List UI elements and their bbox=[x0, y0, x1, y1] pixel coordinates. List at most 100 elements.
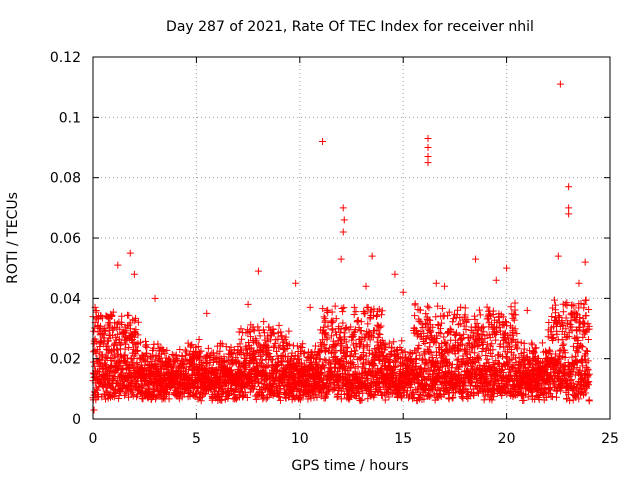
data-point bbox=[546, 348, 554, 356]
data-point bbox=[325, 356, 333, 364]
data-point bbox=[125, 321, 133, 329]
outlier-point bbox=[399, 288, 407, 296]
data-point bbox=[507, 303, 515, 311]
data-point bbox=[156, 354, 164, 362]
data-point bbox=[172, 386, 180, 394]
data-point bbox=[520, 345, 528, 353]
data-point bbox=[105, 323, 113, 331]
data-point bbox=[326, 360, 334, 368]
data-point bbox=[154, 340, 162, 348]
data-point bbox=[555, 368, 563, 376]
x-tick-label: 0 bbox=[89, 431, 98, 447]
data-point bbox=[102, 387, 110, 395]
data-point bbox=[327, 332, 335, 340]
data-point bbox=[251, 383, 259, 391]
data-point bbox=[496, 327, 504, 335]
data-point bbox=[473, 319, 481, 327]
data-point bbox=[222, 343, 230, 351]
data-point bbox=[114, 346, 122, 354]
data-point bbox=[334, 393, 342, 401]
data-point bbox=[569, 379, 577, 387]
data-point bbox=[253, 339, 261, 347]
data-point bbox=[568, 301, 576, 309]
outlier-point bbox=[339, 204, 347, 212]
chart-title: Day 287 of 2021, Rate Of TEC Index for r… bbox=[166, 19, 534, 35]
data-point bbox=[260, 318, 268, 326]
data-point bbox=[194, 353, 202, 361]
data-point bbox=[252, 395, 260, 403]
data-point bbox=[501, 388, 509, 396]
data-point bbox=[393, 354, 401, 362]
data-point bbox=[520, 396, 528, 404]
data-point bbox=[421, 386, 429, 394]
data-point bbox=[582, 312, 590, 320]
data-point bbox=[489, 330, 497, 338]
data-point bbox=[151, 363, 159, 371]
data-point bbox=[414, 386, 422, 394]
data-point bbox=[568, 376, 576, 384]
data-point bbox=[287, 358, 295, 366]
data-point bbox=[104, 342, 112, 350]
data-point bbox=[462, 326, 470, 334]
outlier-point bbox=[523, 306, 531, 314]
outlier-point bbox=[151, 294, 159, 302]
data-point bbox=[347, 323, 355, 331]
data-point bbox=[296, 360, 304, 368]
data-point bbox=[102, 353, 110, 361]
y-tick-label: 0 bbox=[72, 412, 81, 428]
outlier-point bbox=[424, 153, 432, 161]
data-point bbox=[460, 330, 468, 338]
data-point bbox=[560, 340, 568, 348]
data-point bbox=[301, 349, 309, 357]
data-point bbox=[552, 350, 560, 358]
data-point bbox=[454, 306, 462, 314]
x-tick-label: 5 bbox=[192, 431, 201, 447]
data-point bbox=[335, 383, 343, 391]
data-point bbox=[421, 340, 429, 348]
data-point bbox=[195, 335, 203, 343]
data-point bbox=[471, 315, 479, 323]
data-point bbox=[210, 354, 218, 362]
data-point bbox=[508, 336, 516, 344]
data-point bbox=[319, 362, 327, 370]
data-point bbox=[342, 344, 350, 352]
data-point bbox=[535, 395, 543, 403]
data-point bbox=[368, 349, 376, 357]
data-point bbox=[513, 330, 521, 338]
data-point bbox=[122, 340, 130, 348]
data-point bbox=[426, 393, 434, 401]
data-point bbox=[466, 348, 474, 356]
data-point bbox=[320, 326, 328, 334]
y-tick-labels: 0 0.02 0.04 0.06 0.08 0.1 0.12 bbox=[50, 50, 81, 428]
data-point bbox=[115, 318, 123, 326]
outlier-point bbox=[292, 279, 300, 287]
data-point bbox=[397, 393, 405, 401]
data-point bbox=[549, 378, 557, 386]
data-point bbox=[356, 354, 364, 362]
data-point bbox=[236, 340, 244, 348]
data-point bbox=[260, 329, 268, 337]
outlier-point bbox=[585, 397, 593, 405]
data-point bbox=[263, 344, 271, 352]
data-point bbox=[213, 349, 221, 357]
data-point bbox=[511, 299, 519, 307]
data-point bbox=[506, 331, 514, 339]
data-point bbox=[580, 300, 588, 308]
data-point bbox=[242, 364, 250, 372]
outlier-point bbox=[391, 270, 399, 278]
data-point bbox=[342, 338, 350, 346]
outlier-point bbox=[424, 134, 432, 142]
data-point bbox=[277, 328, 285, 336]
x-tick-labels: 0 5 10 15 20 25 bbox=[89, 431, 619, 447]
data-point bbox=[483, 331, 491, 339]
data-point bbox=[321, 318, 329, 326]
data-point bbox=[465, 357, 473, 365]
data-point bbox=[307, 394, 315, 402]
data-point bbox=[503, 382, 511, 390]
data-point bbox=[544, 333, 552, 341]
data-point bbox=[144, 381, 152, 389]
data-point bbox=[545, 385, 553, 393]
data-point bbox=[411, 312, 419, 320]
outlier-point bbox=[556, 80, 564, 88]
outlier-point bbox=[203, 309, 211, 317]
